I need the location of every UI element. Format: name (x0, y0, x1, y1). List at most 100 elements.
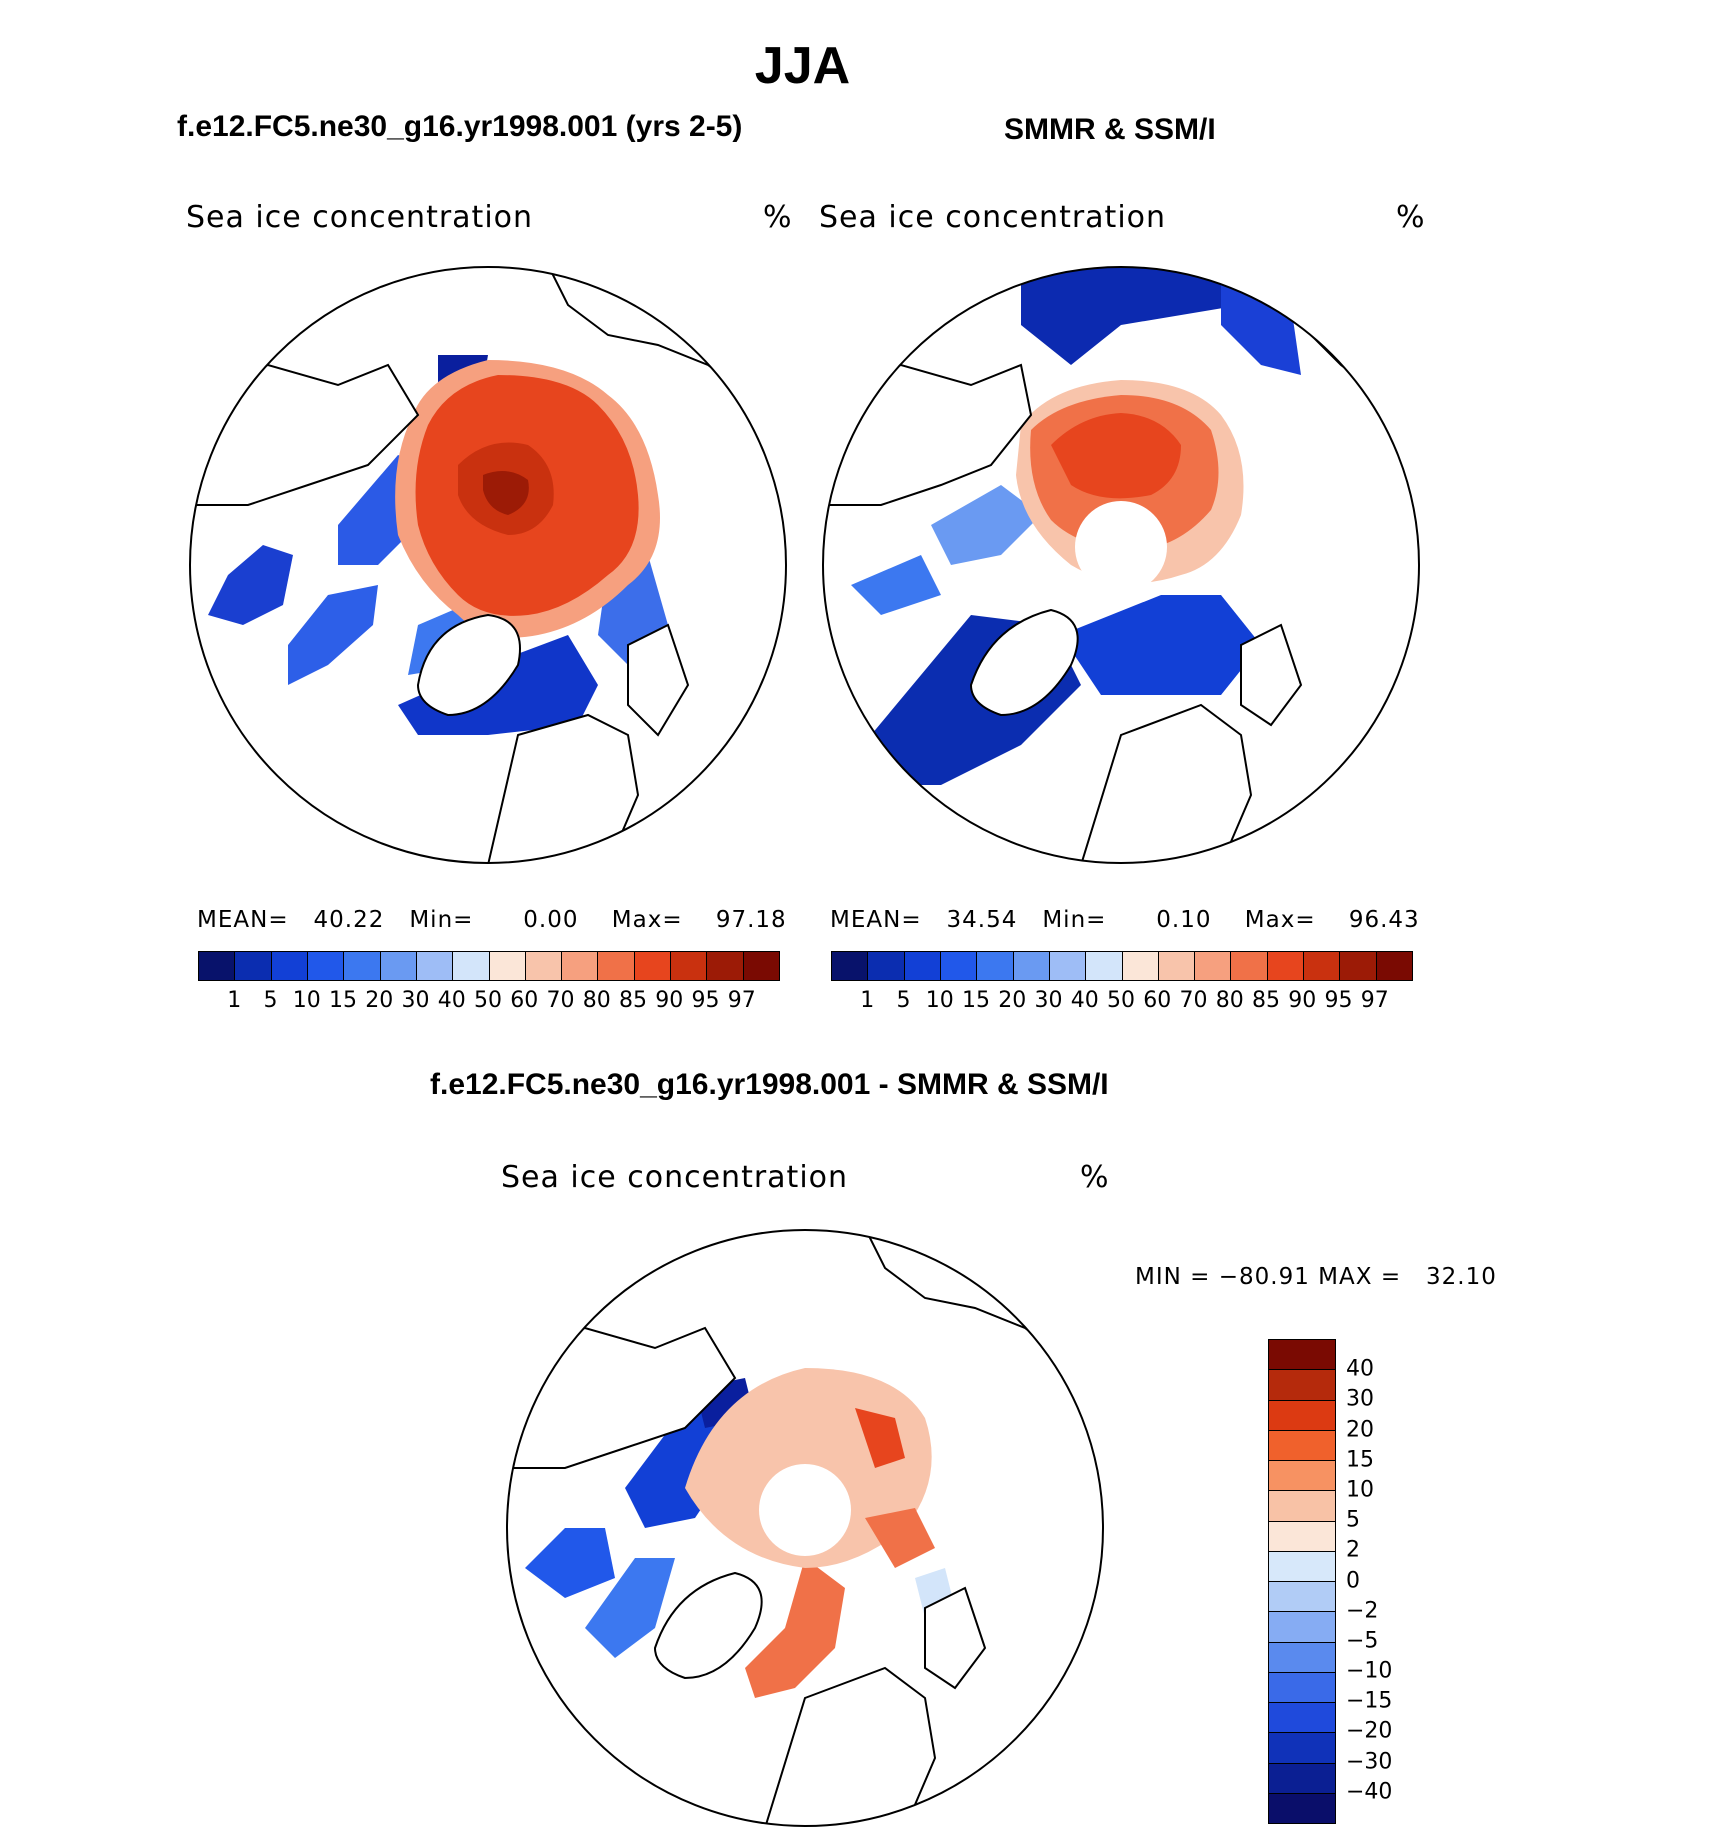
colorbar-swatch (1269, 1612, 1335, 1643)
diff-polar-map (505, 1228, 1105, 1828)
obs-mean-label: MEAN= (830, 907, 922, 933)
colorbar-tick-label: −30 (1346, 1749, 1393, 1775)
colorbar-swatch (1269, 1672, 1335, 1703)
colorbar-swatch (1195, 952, 1232, 980)
obs-variable-label: Sea ice concentration (819, 200, 1167, 235)
colorbar-swatch (1269, 1400, 1335, 1431)
colorbar-swatch (1269, 1521, 1335, 1552)
diff-units-label: % (1080, 1160, 1110, 1195)
colorbar-tick-label: 1 (227, 988, 242, 1013)
colorbar-tick-label: 40 (1346, 1356, 1374, 1382)
colorbar-tick-label: 2 (1346, 1537, 1360, 1563)
colorbar-swatch (416, 952, 454, 980)
colorbar-tick-label: 60 (1143, 988, 1172, 1013)
colorbar-swatch (1049, 952, 1087, 980)
colorbar-swatch (489, 952, 526, 980)
figure-title: JJA (754, 37, 851, 95)
colorbar-swatch (1267, 952, 1305, 980)
colorbar-tick-label: 15 (329, 988, 357, 1013)
colorbar-tick-label: 30 (1034, 988, 1063, 1013)
colorbar-tick-label: −5 (1346, 1628, 1379, 1654)
model-colorbar (198, 951, 780, 981)
colorbar-swatch (1158, 952, 1196, 980)
colorbar-swatch (1340, 952, 1377, 980)
colorbar-tick-label: −20 (1346, 1718, 1393, 1744)
colorbar-tick-label: 70 (546, 988, 575, 1013)
colorbar-swatch (1269, 1430, 1335, 1461)
colorbar-swatch (525, 952, 563, 980)
colorbar-swatch (380, 952, 417, 980)
colorbar-swatch (562, 952, 599, 980)
colorbar-tick-label: 85 (619, 988, 647, 1013)
colorbar-tick-label: −15 (1346, 1688, 1393, 1714)
colorbar-tick-label: 50 (474, 988, 502, 1013)
obs-stats: MEAN= 34.54 Min= 0.10 Max= 96.43 (830, 907, 1420, 933)
colorbar-tick-label: 10 (292, 988, 321, 1013)
colorbar-swatch (1269, 1793, 1335, 1823)
colorbar-swatch (1304, 952, 1341, 980)
model-mean-value: 40.22 (313, 907, 385, 933)
colorbar-swatch (1269, 1582, 1335, 1613)
colorbar-swatch (1231, 952, 1268, 980)
colorbar-tick-label: −40 (1346, 1779, 1393, 1805)
colorbar-tick-label: 5 (896, 988, 911, 1013)
obs-panel-header: SMMR & SSM/I (1004, 113, 1216, 146)
model-min-value: 0.00 (523, 907, 579, 933)
colorbar-tick-label: 15 (1346, 1447, 1374, 1473)
colorbar-swatch (1013, 952, 1050, 980)
colorbar-tick-label: 80 (1215, 988, 1244, 1013)
colorbar-tick-label: 85 (1252, 988, 1280, 1013)
colorbar-swatch (940, 952, 978, 980)
colorbar-tick-label: 97 (727, 988, 756, 1013)
colorbar-swatch (598, 952, 635, 980)
colorbar-swatch (1269, 1461, 1335, 1492)
diff-max-value: 32.10 (1426, 1264, 1497, 1290)
colorbar-swatch (671, 952, 708, 980)
colorbar-swatch (1269, 1491, 1335, 1522)
colorbar-swatch (707, 952, 744, 980)
colorbar-tick-label: 30 (1346, 1386, 1374, 1412)
colorbar-tick-label: 70 (1179, 988, 1208, 1013)
obs-units-label: % (1396, 200, 1426, 235)
model-colorbar-labels: 1 5 10 15 20 30 40 50 60 70 80 85 90 95 97 (198, 988, 778, 1014)
model-units-label: % (763, 200, 793, 235)
diff-max-label: MAX = (1318, 1264, 1402, 1290)
colorbar-swatch (1269, 1733, 1335, 1764)
colorbar-swatch (1269, 1763, 1335, 1794)
colorbar-swatch (1086, 952, 1123, 980)
diff-colorbar (1268, 1339, 1336, 1824)
diff-minmax: MIN = −80.91 MAX = 32.10 (1135, 1264, 1497, 1290)
colorbar-tick-label: 95 (1324, 988, 1353, 1013)
colorbar-swatch (832, 952, 869, 980)
colorbar-tick-label: 90 (1288, 988, 1317, 1013)
colorbar-swatch (307, 952, 345, 980)
colorbar-tick-label: 5 (263, 988, 278, 1013)
obs-colorbar-labels: 1 5 10 15 20 30 40 50 60 70 80 85 90 95 97 (831, 988, 1411, 1014)
colorbar-tick-label: 1 (860, 988, 875, 1013)
colorbar-tick-label: 50 (1107, 988, 1135, 1013)
obs-min-label: Min= (1042, 907, 1107, 933)
colorbar-tick-label: −2 (1346, 1598, 1379, 1624)
colorbar-swatch (344, 952, 381, 980)
diff-variable-label: Sea ice concentration (501, 1160, 849, 1195)
diff-min-value: −80.91 (1218, 1264, 1310, 1290)
obs-min-value: 0.10 (1156, 907, 1212, 933)
colorbar-tick-label: 80 (582, 988, 611, 1013)
colorbar-tick-label: 40 (1070, 988, 1099, 1013)
colorbar-swatch (1122, 952, 1159, 980)
obs-max-label: Max= (1244, 907, 1316, 933)
colorbar-tick-label: 5 (1346, 1507, 1360, 1533)
colorbar-swatch (1269, 1551, 1335, 1582)
obs-polar-map (821, 265, 1421, 865)
diff-min-label: MIN = (1135, 1264, 1211, 1290)
colorbar-tick-label: 15 (962, 988, 990, 1013)
diff-colorbar-labels: 40 30 20 15 10 5 2 0 −2 −5 −10 −15 −20 −30 −40 (1346, 1339, 1426, 1822)
model-min-label: Min= (409, 907, 474, 933)
model-panel-header: f.e12.FC5.ne30_g16.yr1998.001 (yrs 2-5) (177, 110, 743, 143)
colorbar-tick-label: 95 (691, 988, 720, 1013)
model-variable-label: Sea ice concentration (186, 200, 534, 235)
model-stats: MEAN= 40.22 Min= 0.00 Max= 97.18 (197, 907, 787, 933)
colorbar-swatch (634, 952, 672, 980)
colorbar-swatch (868, 952, 905, 980)
colorbar-tick-label: −10 (1346, 1658, 1393, 1684)
